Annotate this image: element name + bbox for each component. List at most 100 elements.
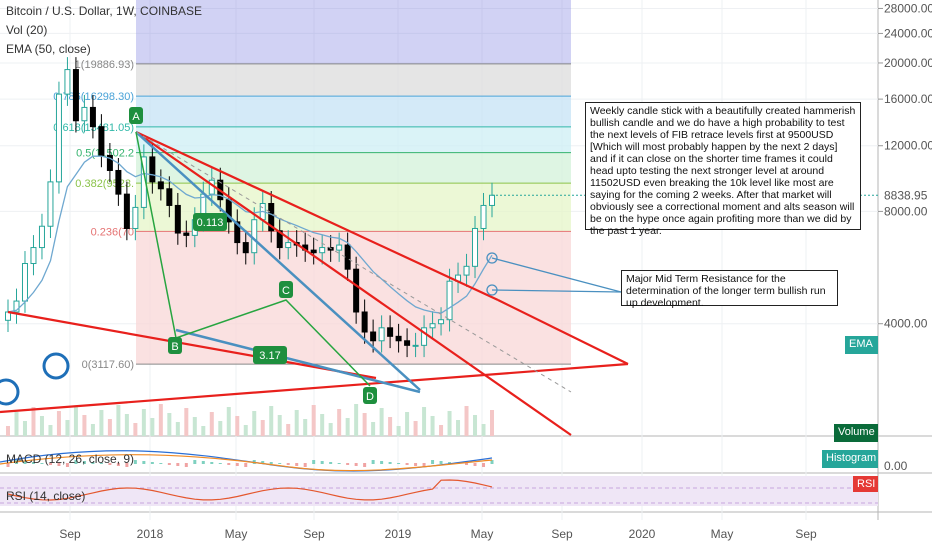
ema-tag: EMA [845, 336, 878, 354]
volume-bar [388, 417, 392, 436]
candle-body [65, 70, 70, 95]
macd-histogram-bar [321, 461, 324, 464]
macd-histogram-bar [355, 463, 358, 466]
volume-bar [354, 404, 358, 436]
fib-zone-1 [136, 64, 571, 96]
point-marker-C: C [282, 285, 290, 297]
macd-histogram-bar [287, 463, 290, 465]
volume-bar [422, 407, 426, 436]
volume-bar [210, 412, 214, 436]
volume-bar [23, 421, 27, 436]
macd-histogram-bar [329, 462, 332, 464]
volume-bar [65, 420, 69, 436]
volume-bar [405, 412, 409, 436]
time-tick-label: Sep [551, 527, 573, 541]
volume-bar [159, 404, 163, 436]
candle-body [48, 182, 53, 226]
macd-histogram-bar [202, 461, 205, 464]
volume-bar [286, 424, 290, 436]
macd-histogram-bar [227, 463, 230, 465]
ratio-label: 3.17 [259, 350, 280, 362]
macd-histogram-bar [389, 462, 392, 464]
volume-bar [244, 425, 248, 436]
time-tick-label: 2020 [629, 527, 656, 541]
resistance-note: Major Mid Term Resistance for the determ… [621, 270, 838, 306]
volume-bar [167, 413, 171, 436]
fib-label-1: 1(19886.93) [75, 59, 134, 71]
legend-symbol: Bitcoin / U.S. Dollar, 1W, COINBASE [6, 4, 202, 18]
candle-body [413, 345, 418, 346]
volume-bar [82, 415, 86, 436]
time-tick-label: 2018 [137, 527, 164, 541]
time-tick-label: 2019 [385, 527, 412, 541]
candle-body [175, 205, 180, 233]
macd-histogram-bar [193, 460, 196, 464]
volume-bar [218, 421, 222, 436]
macd-histogram-bar [431, 460, 434, 464]
volume-bar [193, 417, 197, 436]
candle-body [371, 332, 376, 341]
time-tick-label: Sep [303, 527, 325, 541]
time-tick-label: May [711, 527, 734, 541]
macd-histogram-bar [151, 462, 154, 464]
candle-body [320, 248, 325, 253]
price-tick-label: 28000.00 [884, 1, 932, 15]
macd-histogram-bar [346, 463, 349, 465]
volume-tag: Volume [834, 424, 878, 442]
volume-bar [414, 421, 418, 436]
macd-histogram-bar [185, 463, 188, 467]
macd-histogram-bar [397, 463, 400, 464]
volume-bar [269, 406, 273, 436]
volume-bar [176, 422, 180, 436]
price-tick-label: 4000.00 [884, 317, 928, 331]
legend-vol: Vol (20) [6, 23, 47, 37]
macd-histogram-bar [219, 463, 222, 464]
price-tick-label: 12000.00 [884, 139, 932, 153]
volume-bar [312, 405, 316, 436]
macd-histogram-bar [414, 463, 417, 466]
price-tick-label: 24000.00 [884, 26, 932, 40]
volume-bar [252, 411, 256, 436]
macd-histogram-bar [236, 463, 239, 466]
volume-bar [116, 405, 120, 436]
price-tick-label: 8000.00 [884, 204, 928, 218]
macd-histogram-bar [440, 461, 443, 464]
candle-body [150, 157, 155, 182]
price-tick-label: 20000.00 [884, 56, 932, 70]
macd-histogram-bar [244, 463, 247, 467]
volume-bar [465, 406, 469, 436]
legend-macd: MACD (12, 26, close, 9) [6, 452, 134, 466]
volume-bar [482, 424, 486, 436]
fib-zone-0.786 [136, 96, 571, 127]
fib-label-0.5: 0.5(11502.2 [76, 148, 134, 160]
legend-ema: EMA (50, close) [6, 42, 91, 56]
volume-bar [150, 418, 154, 436]
volume-bar [57, 411, 61, 436]
price-tick-label: 16000.00 [884, 92, 932, 106]
volume-bar [278, 415, 282, 436]
candle-body [243, 243, 248, 253]
macd-histogram-bar [270, 462, 273, 464]
candle-body [90, 107, 95, 126]
current-price-label: 8838.95 [884, 188, 928, 202]
volume-bar [371, 422, 375, 436]
volume-bar [235, 416, 239, 436]
candle-body [388, 328, 393, 337]
candle-body [124, 194, 129, 228]
volume-bar [303, 419, 307, 436]
candle-body [73, 70, 78, 121]
macd-histogram-bar [338, 463, 341, 464]
macd-histogram-bar [295, 463, 298, 466]
fib-label-0: 0(3117.60) [82, 359, 134, 371]
volume-bar [295, 410, 299, 436]
candle-body [362, 312, 367, 332]
macd-histogram-bar [159, 463, 162, 464]
candle-body [133, 207, 138, 228]
macd-histogram-bar [304, 463, 307, 467]
candle-body [490, 195, 495, 205]
macd-histogram-bar [142, 461, 145, 464]
candle-body [430, 324, 435, 328]
ratio-label: 0.113 [197, 217, 224, 229]
volume-bar [473, 415, 477, 436]
